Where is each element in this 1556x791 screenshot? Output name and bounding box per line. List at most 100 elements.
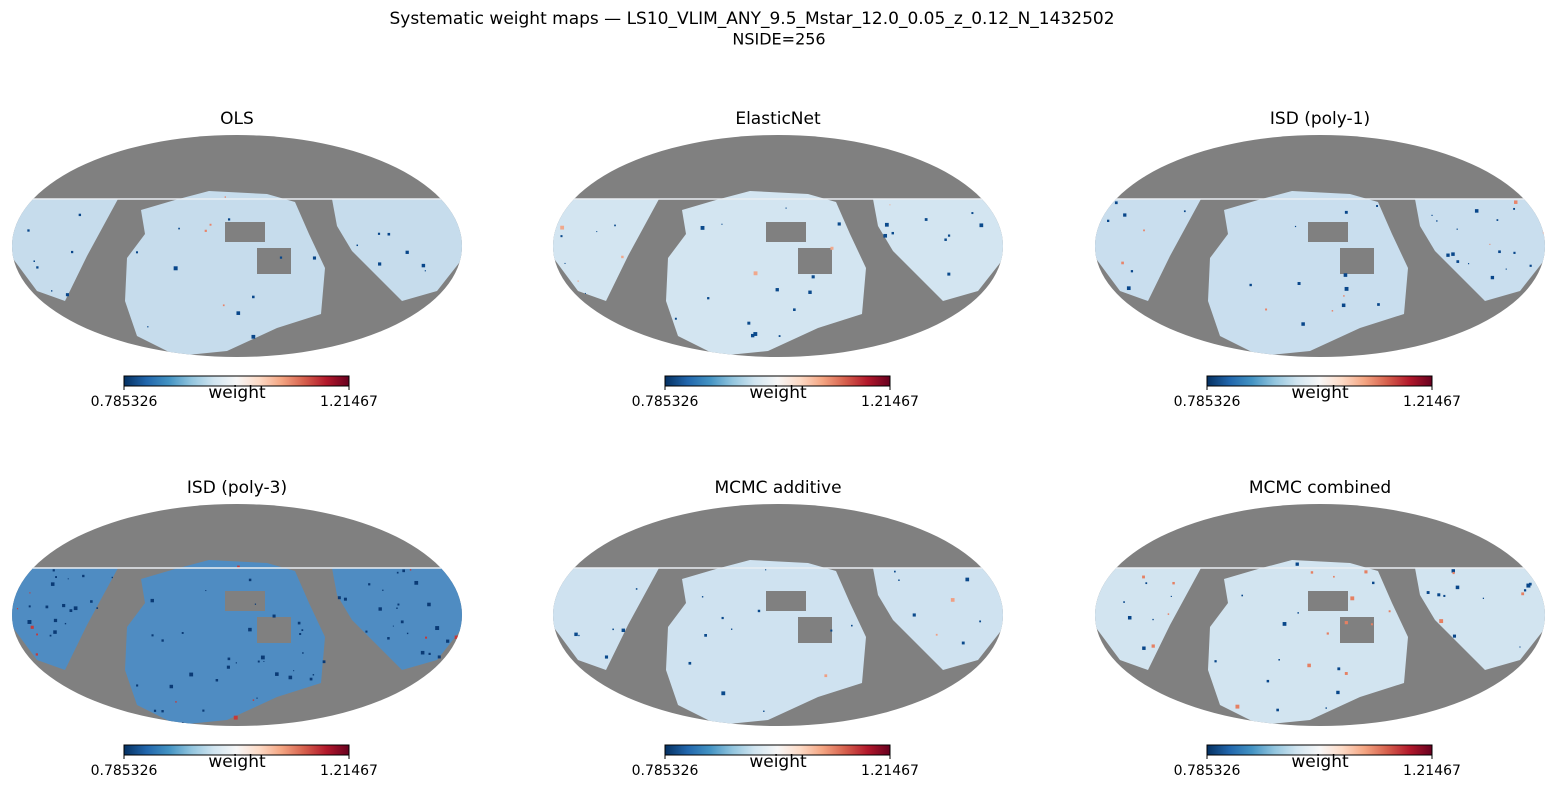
map-feature — [1121, 261, 1124, 265]
map-feature — [1107, 219, 1110, 223]
map-feature — [1265, 308, 1268, 311]
map-feature — [757, 609, 761, 613]
map-feature — [378, 607, 382, 611]
map-feature — [707, 297, 710, 300]
footprint-hole — [798, 248, 832, 274]
colorbar-tick-label: 0.785326 — [1174, 763, 1241, 779]
footprint-hole — [225, 591, 265, 611]
map-feature — [753, 271, 758, 276]
map-feature — [604, 655, 609, 659]
footprint-region — [1415, 568, 1545, 670]
map-feature — [1523, 589, 1527, 592]
map-feature — [301, 629, 304, 632]
map-feature — [150, 598, 154, 603]
map-feature — [584, 292, 586, 294]
map-feature — [456, 571, 459, 574]
map-feature — [16, 608, 19, 610]
map-feature — [614, 224, 616, 227]
map-feature — [36, 266, 39, 269]
map-feature — [747, 321, 751, 325]
map-feature — [1310, 571, 1314, 574]
map-feature — [251, 334, 256, 339]
map-feature — [1455, 585, 1460, 590]
map-feature — [674, 317, 677, 320]
map-feature — [574, 632, 578, 637]
map-feature — [293, 670, 295, 672]
footprint-region — [873, 199, 1003, 301]
map-feature — [1341, 303, 1346, 308]
map-feature — [90, 600, 93, 603]
footprint-region — [332, 199, 462, 301]
map-feature — [52, 569, 55, 572]
map-feature — [227, 657, 231, 661]
map-feature — [1152, 618, 1154, 621]
map-panel: MCMC additive 0.785326 1.21467 weight — [553, 478, 1003, 779]
map-feature — [28, 605, 31, 608]
colorbar-tick-label: 1.21467 — [1403, 763, 1461, 779]
map-panel: ISD (poly-1) 0.785326 1.21467 weight — [1095, 109, 1545, 410]
map-feature — [1114, 201, 1118, 205]
map-feature — [227, 218, 231, 221]
map-feature — [425, 636, 428, 639]
map-feature — [153, 709, 157, 712]
panel-title: ISD (poly-1) — [1270, 109, 1370, 129]
map-feature — [387, 232, 391, 236]
map-feature — [161, 639, 164, 642]
footprint-hole — [257, 617, 291, 643]
colorbar-tick-label: 1.21467 — [320, 763, 378, 779]
map-feature — [1344, 286, 1349, 291]
map-feature — [837, 222, 841, 226]
map-feature — [173, 266, 178, 271]
map-feature — [189, 672, 194, 677]
footprint-region — [1415, 199, 1545, 301]
map-feature — [560, 225, 565, 230]
colorbar-tick-label: 0.785326 — [91, 763, 158, 779]
map-feature — [950, 598, 955, 602]
map-feature — [988, 570, 992, 574]
map-feature — [382, 589, 384, 591]
map-feature — [721, 616, 724, 620]
footprint-region — [125, 191, 325, 356]
map-feature — [252, 699, 255, 701]
map-feature — [1456, 228, 1458, 230]
map-feature — [947, 272, 951, 276]
map-feature — [1521, 592, 1525, 596]
map-feature — [1496, 219, 1499, 221]
map-feature — [924, 218, 928, 221]
footprint — [12, 560, 462, 725]
map-feature — [455, 218, 458, 220]
map-feature — [19, 578, 21, 580]
map-feature — [1282, 622, 1287, 626]
map-feature — [420, 650, 425, 655]
map-feature — [1372, 581, 1375, 585]
map-feature — [50, 582, 55, 586]
map-feature — [1344, 672, 1348, 675]
footprint-region — [332, 568, 462, 670]
map-feature — [178, 227, 180, 230]
map-feature — [424, 270, 426, 272]
map-panel: MCMC combined 0.785326 1.21467 weight — [1095, 478, 1545, 779]
map-feature — [78, 213, 82, 217]
map-feature — [111, 576, 113, 579]
map-feature — [765, 569, 767, 571]
colorbar-label: weight — [208, 752, 266, 772]
map-feature — [894, 570, 896, 573]
map-feature — [1431, 214, 1433, 216]
footprint-hole — [1340, 617, 1374, 643]
map-feature — [1436, 220, 1438, 222]
map-feature — [19, 199, 22, 203]
map-feature — [33, 260, 35, 262]
footprint-region — [1208, 560, 1408, 725]
map-feature — [252, 295, 255, 299]
map-feature — [830, 629, 833, 632]
map-feature — [1266, 679, 1270, 683]
map-feature — [337, 596, 341, 600]
map-feature — [1451, 569, 1455, 573]
map-feature — [1336, 690, 1340, 695]
map-feature — [1294, 225, 1297, 228]
map-feature — [1490, 275, 1495, 280]
colorbar — [123, 744, 350, 756]
map-feature — [621, 628, 626, 633]
map-feature — [392, 625, 394, 627]
map-feature — [69, 609, 73, 613]
